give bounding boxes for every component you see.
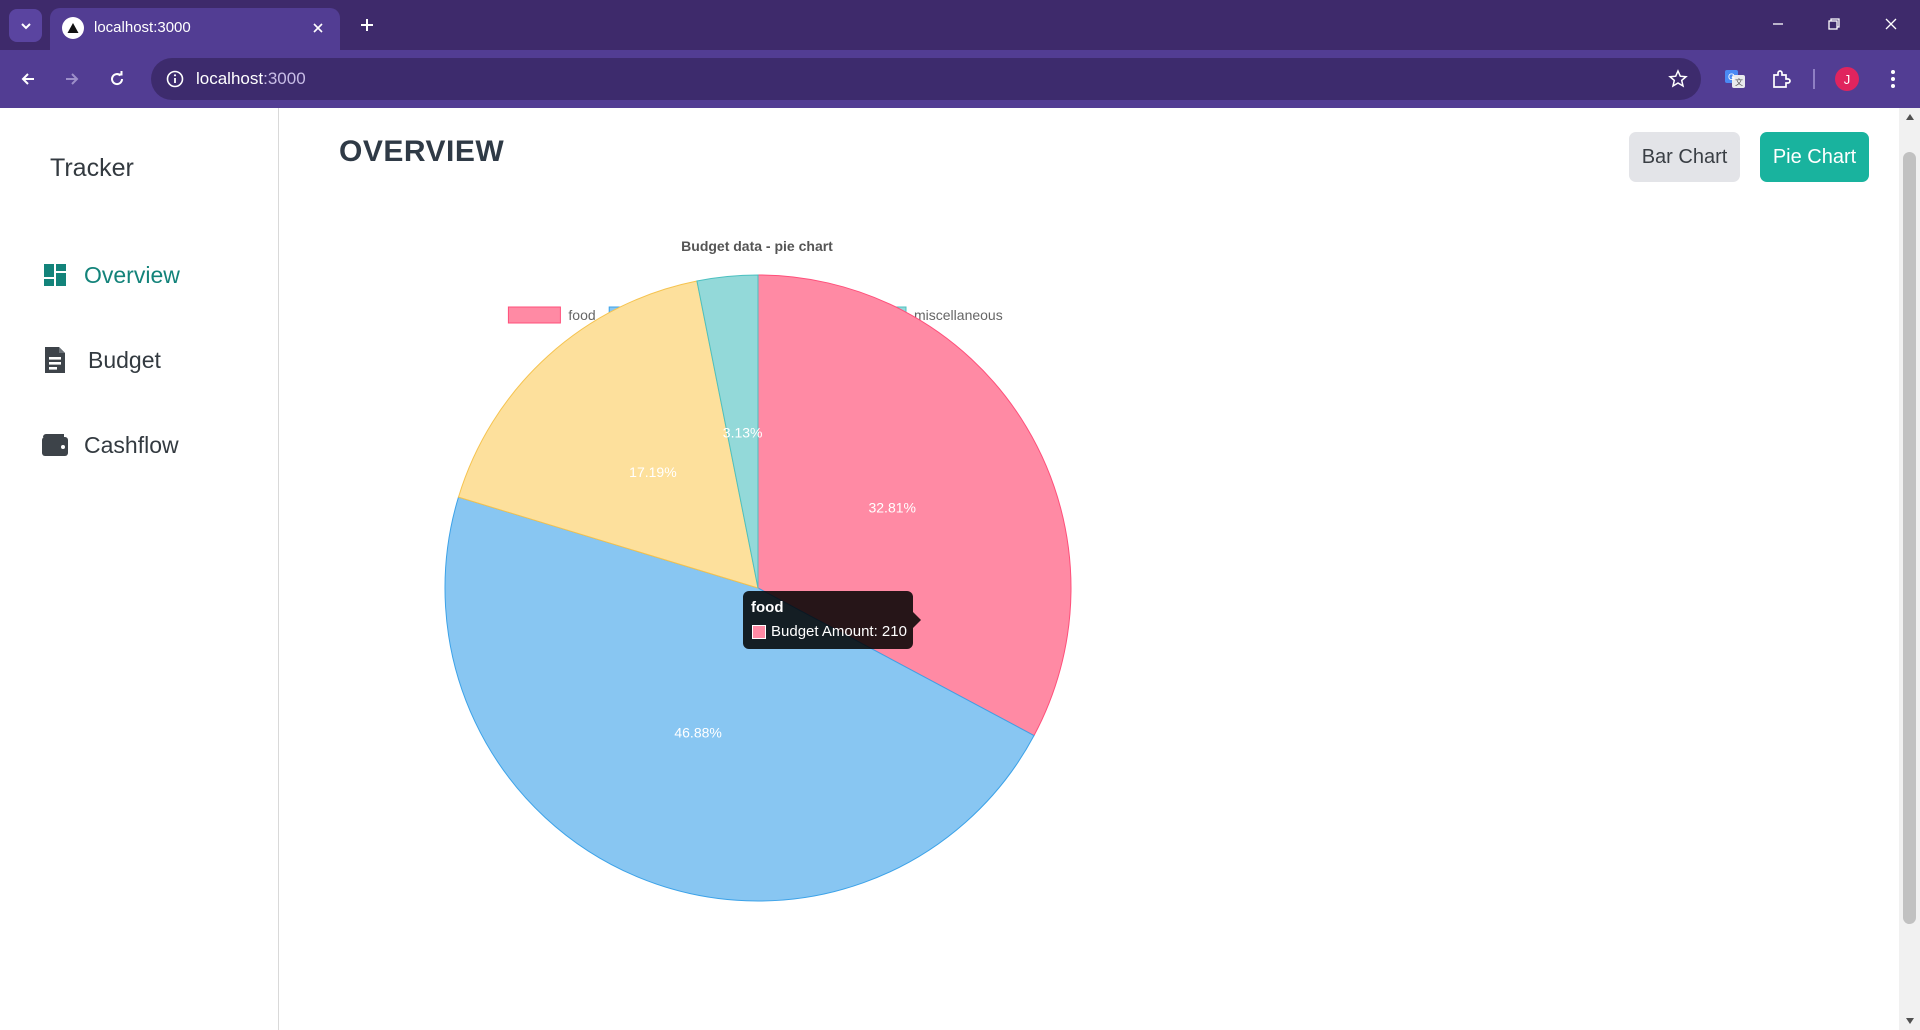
legend-item-food[interactable]: food — [507, 306, 596, 324]
pie-slice-housing[interactable] — [457, 280, 759, 589]
sidebar-item-label: Budget — [88, 346, 161, 373]
pie-slices — [444, 274, 1072, 902]
close-tab-icon[interactable] — [306, 16, 330, 40]
pie-slice-savings[interactable] — [444, 496, 1035, 902]
avatar-letter: J — [1835, 67, 1859, 91]
legend-swatch — [507, 306, 561, 324]
tab-title: localhost:3000 — [94, 19, 191, 36]
minimize-icon[interactable] — [1762, 10, 1794, 38]
page-scrollbar[interactable] — [1899, 108, 1920, 1030]
bar-chart-button[interactable]: Bar Chart — [1629, 132, 1740, 182]
pie-slice-miscellaneous[interactable] — [696, 274, 759, 589]
wallet-icon — [38, 428, 72, 462]
pie-chart: Budget data - pie chart foodsavingshousi… — [444, 238, 1072, 902]
profile-avatar[interactable]: J — [1830, 62, 1864, 96]
reload-icon[interactable] — [101, 63, 133, 95]
dashboard-icon — [38, 258, 72, 292]
legend-label: miscellaneous — [914, 307, 1003, 323]
chart-title: Budget data - pie chart — [681, 238, 833, 254]
bookmark-star-icon[interactable] — [1665, 66, 1691, 92]
tooltip-title: food — [751, 599, 784, 616]
scroll-up-arrow-icon[interactable] — [1899, 108, 1920, 126]
address-bar[interactable]: localhost:3000 — [151, 58, 1701, 100]
pie-slice-labels: 32.81% 46.88% 17.19% 3.13% — [629, 424, 916, 740]
sidebar-item-overview[interactable]: Overview — [38, 258, 180, 292]
new-tab-icon[interactable] — [353, 11, 381, 39]
slice-percent-label: 3.13% — [723, 424, 763, 440]
back-arrow-icon[interactable] — [12, 63, 44, 95]
chevron-down-icon — [20, 22, 31, 29]
extensions-puzzle-icon[interactable] — [1764, 62, 1798, 96]
scroll-down-arrow-icon[interactable] — [1899, 1012, 1920, 1030]
tooltip-body: Budget Amount: 210 — [771, 623, 907, 640]
slice-percent-label: 32.81% — [868, 500, 915, 516]
url-port: :3000 — [263, 69, 306, 88]
browser-tab[interactable]: localhost:3000 — [50, 8, 340, 50]
site-info-icon[interactable] — [161, 65, 189, 93]
sidebar: Tracker Overview Budget — [0, 108, 279, 1030]
sidebar-item-label: Cashflow — [84, 431, 179, 458]
pie-chart-button[interactable]: Pie Chart — [1760, 132, 1869, 182]
close-window-icon[interactable] — [1875, 10, 1907, 38]
tooltip-color-swatch — [752, 625, 766, 639]
sidebar-item-cashflow[interactable]: Cashflow — [38, 428, 179, 462]
main-content: OVERVIEW Bar Chart Pie Chart Budget data… — [279, 108, 1899, 1030]
document-icon — [38, 343, 72, 377]
browser-chrome: localhost:3000 localhost:3000 — [0, 0, 1920, 108]
kebab-menu-icon[interactable] — [1876, 62, 1910, 96]
slice-percent-label: 17.19% — [629, 464, 676, 480]
legend-label: food — [568, 307, 595, 323]
triangle-favicon-icon — [62, 17, 84, 39]
sidebar-item-label: Overview — [84, 261, 180, 288]
url-text: localhost:3000 — [196, 69, 306, 89]
sidebar-item-budget[interactable]: Budget — [38, 343, 161, 377]
forward-arrow-icon[interactable] — [56, 63, 88, 95]
tooltip-caret — [913, 612, 921, 628]
scrollbar-thumb[interactable] — [1903, 152, 1916, 924]
toolbar-divider — [1813, 69, 1815, 89]
slice-percent-label: 46.88% — [674, 725, 721, 741]
restore-icon[interactable] — [1818, 10, 1850, 38]
brand-title: Tracker — [50, 154, 134, 182]
svg-text:G: G — [1728, 72, 1735, 82]
svg-text:文: 文 — [1735, 77, 1743, 87]
tab-search-button[interactable] — [9, 9, 42, 42]
chart-tooltip: food Budget Amount: 210 — [743, 591, 921, 649]
url-host: localhost — [196, 69, 264, 88]
page-title: OVERVIEW — [339, 135, 505, 168]
